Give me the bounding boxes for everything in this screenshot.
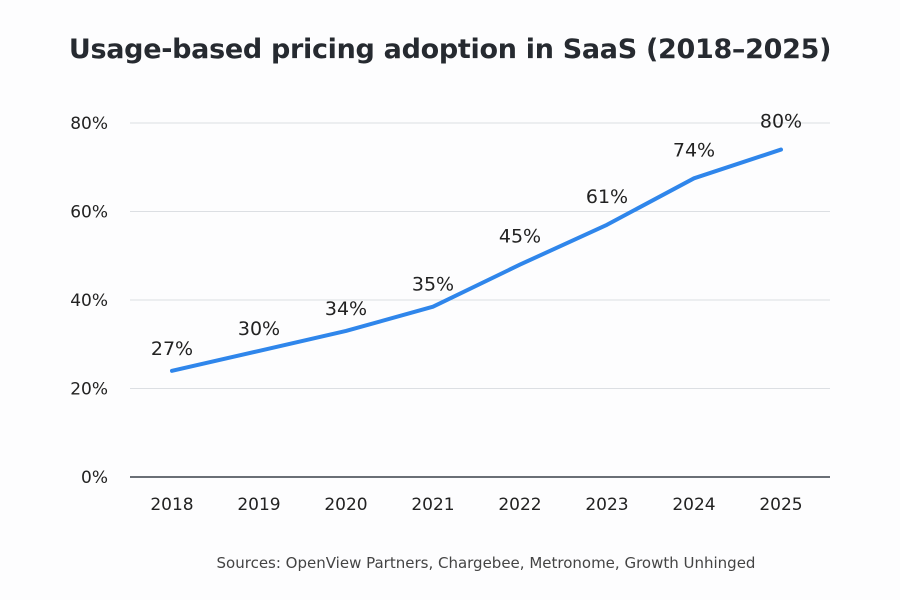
x-tick-label: 2018	[150, 495, 193, 515]
x-tick-label: 2021	[411, 495, 454, 515]
series-line	[170, 147, 783, 373]
chart-title: Usage-based pricing adoption in SaaS (20…	[68, 34, 832, 65]
x-tick-label: 2019	[237, 495, 280, 515]
x-tick-label: 2023	[585, 495, 628, 515]
data-label: 74%	[673, 139, 715, 161]
x-tick-label: 2020	[324, 495, 367, 515]
data-label: 30%	[238, 318, 280, 340]
y-tick-label: 20%	[70, 380, 108, 400]
x-tick-label: 2025	[759, 495, 802, 515]
data-label: 45%	[499, 226, 541, 248]
data-label: 34%	[325, 298, 367, 320]
y-tick-label: 40%	[70, 291, 108, 311]
data-label: 61%	[586, 186, 628, 208]
y-tick-label: 80%	[70, 114, 108, 134]
data-label: 27%	[151, 338, 193, 360]
data-label: 35%	[412, 274, 454, 296]
y-tick-label: 60%	[70, 203, 108, 223]
data-label: 80%	[760, 111, 802, 133]
y-tick-label: 0%	[81, 468, 108, 488]
source-note: Sources: OpenView Partners, Chargebee, M…	[216, 554, 756, 572]
x-tick-label: 2022	[498, 495, 541, 515]
x-tick-label: 2024	[672, 495, 715, 515]
